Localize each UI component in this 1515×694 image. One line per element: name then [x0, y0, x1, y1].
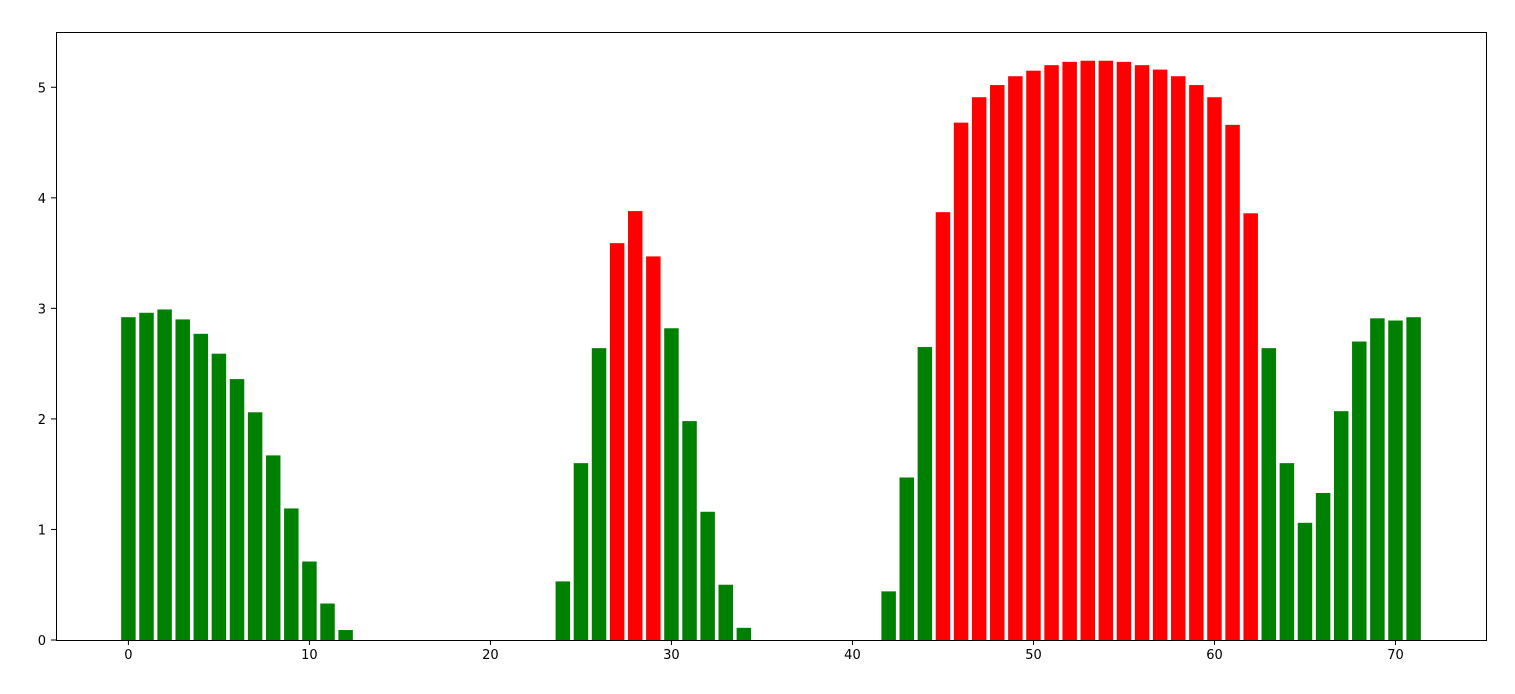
bar-29: [646, 256, 661, 640]
bar-1: [139, 312, 154, 640]
bar-45: [935, 212, 951, 640]
y-tick-label: 4: [38, 192, 46, 207]
bar-49: [1008, 76, 1023, 640]
bar-11: [320, 603, 335, 640]
bars-layer: [121, 60, 1421, 641]
y-tick-label: 2: [38, 413, 46, 428]
bar-2: [157, 309, 172, 640]
bar-28: [628, 211, 643, 641]
bar-0: [121, 317, 136, 640]
bar-64: [1279, 463, 1295, 640]
x-tick-label: 10: [301, 648, 318, 663]
bar-66: [1315, 492, 1331, 640]
bar-51: [1044, 65, 1059, 640]
bar-7: [247, 412, 263, 640]
bar-61: [1225, 124, 1240, 641]
bar-12: [338, 630, 353, 640]
bar-70: [1388, 320, 1403, 640]
bar-42: [881, 591, 896, 640]
bar-27: [609, 243, 625, 640]
bar-34: [736, 627, 752, 640]
bar-48: [990, 85, 1005, 640]
x-tick-label: 60: [1206, 648, 1223, 663]
bar-10: [302, 561, 317, 640]
bar-71: [1406, 317, 1421, 640]
bar-43: [899, 477, 914, 640]
bar-47: [971, 97, 987, 641]
y-tick-label: 1: [38, 523, 46, 538]
bar-33: [718, 584, 733, 640]
bar-6: [229, 379, 245, 640]
bar-54: [1098, 60, 1114, 640]
bar-31: [682, 421, 697, 640]
bar-52: [1062, 61, 1077, 640]
y-tick-label: 5: [38, 81, 46, 96]
bar-57: [1152, 69, 1168, 641]
bar-24: [555, 581, 571, 640]
bar-55: [1116, 61, 1132, 640]
bar-50: [1026, 70, 1041, 640]
x-tick-label: 0: [124, 648, 132, 663]
x-tick-label: 40: [844, 648, 861, 663]
bar-4: [193, 333, 209, 640]
bar-32: [700, 511, 715, 640]
bar-62: [1243, 213, 1258, 640]
bar-58: [1171, 76, 1186, 640]
bar-46: [953, 122, 969, 640]
x-tick-label: 50: [1025, 648, 1042, 663]
bar-8: [265, 455, 281, 640]
y-tick-label: 3: [38, 302, 46, 317]
bar-63: [1261, 348, 1277, 640]
bar-69: [1370, 318, 1385, 640]
x-tick-label: 30: [663, 648, 680, 663]
bar-3: [175, 319, 190, 640]
bar-5: [211, 353, 227, 640]
bar-26: [591, 348, 607, 640]
y-tick-label: 0: [38, 634, 46, 649]
bar-25: [573, 463, 589, 640]
bar-67: [1333, 411, 1349, 640]
bar-65: [1297, 522, 1313, 640]
bar-68: [1352, 341, 1367, 640]
x-tick-label: 20: [482, 648, 499, 663]
ticks-layer: 0 10 20 30 40 50 60 70 0 1 2 3 4 5: [38, 81, 1404, 663]
bar-56: [1134, 65, 1150, 640]
bar-30: [664, 328, 679, 640]
bar-9: [284, 508, 299, 640]
bar-59: [1189, 85, 1204, 640]
plot-frame: [56, 32, 1487, 641]
bar-60: [1207, 97, 1222, 641]
bar-53: [1080, 60, 1096, 640]
x-tick-label: 70: [1387, 648, 1404, 663]
bar-44: [917, 347, 933, 640]
